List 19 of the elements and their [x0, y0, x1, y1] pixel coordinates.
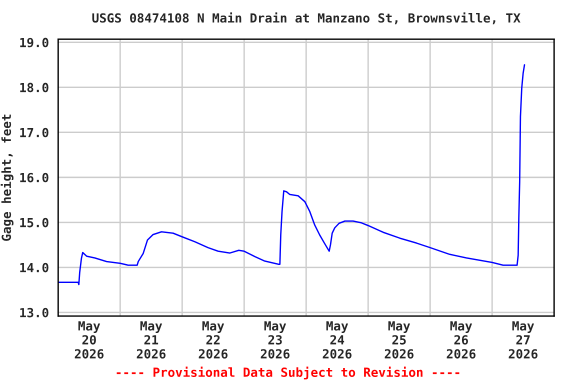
x-tick-label: May 21 2026 — [136, 321, 166, 359]
y-axis-title: Gage height, feet — [0, 114, 14, 241]
y-tick-label: 13.0 — [20, 308, 48, 318]
line-series — [58, 64, 526, 286]
y-tick-label: 17.0 — [20, 128, 48, 138]
x-tick-label: May 23 2026 — [260, 321, 290, 359]
y-tick-label: 19.0 — [20, 38, 48, 48]
y-tick-label: 16.0 — [20, 172, 48, 182]
x-tick-label: May 27 2026 — [508, 321, 538, 359]
y-tick-label: 15.0 — [20, 218, 48, 228]
x-tick-label: May 22 2026 — [198, 321, 228, 359]
x-tick-label: May 25 2026 — [384, 321, 414, 359]
x-tick-label: May 20 2026 — [74, 321, 104, 359]
chart-title: USGS 08474108 N Main Drain at Manzano St, Brownsville, TX — [92, 12, 520, 24]
x-tick-label: May 26 2026 — [446, 321, 476, 359]
text: ---- Provisional Data Subject to Revision ---- — [116, 366, 460, 380]
y-tick-label: 14.0 — [20, 262, 48, 272]
x-tick-label: May 24 2026 — [322, 321, 352, 359]
y-tick-label: 18.0 — [20, 82, 48, 92]
